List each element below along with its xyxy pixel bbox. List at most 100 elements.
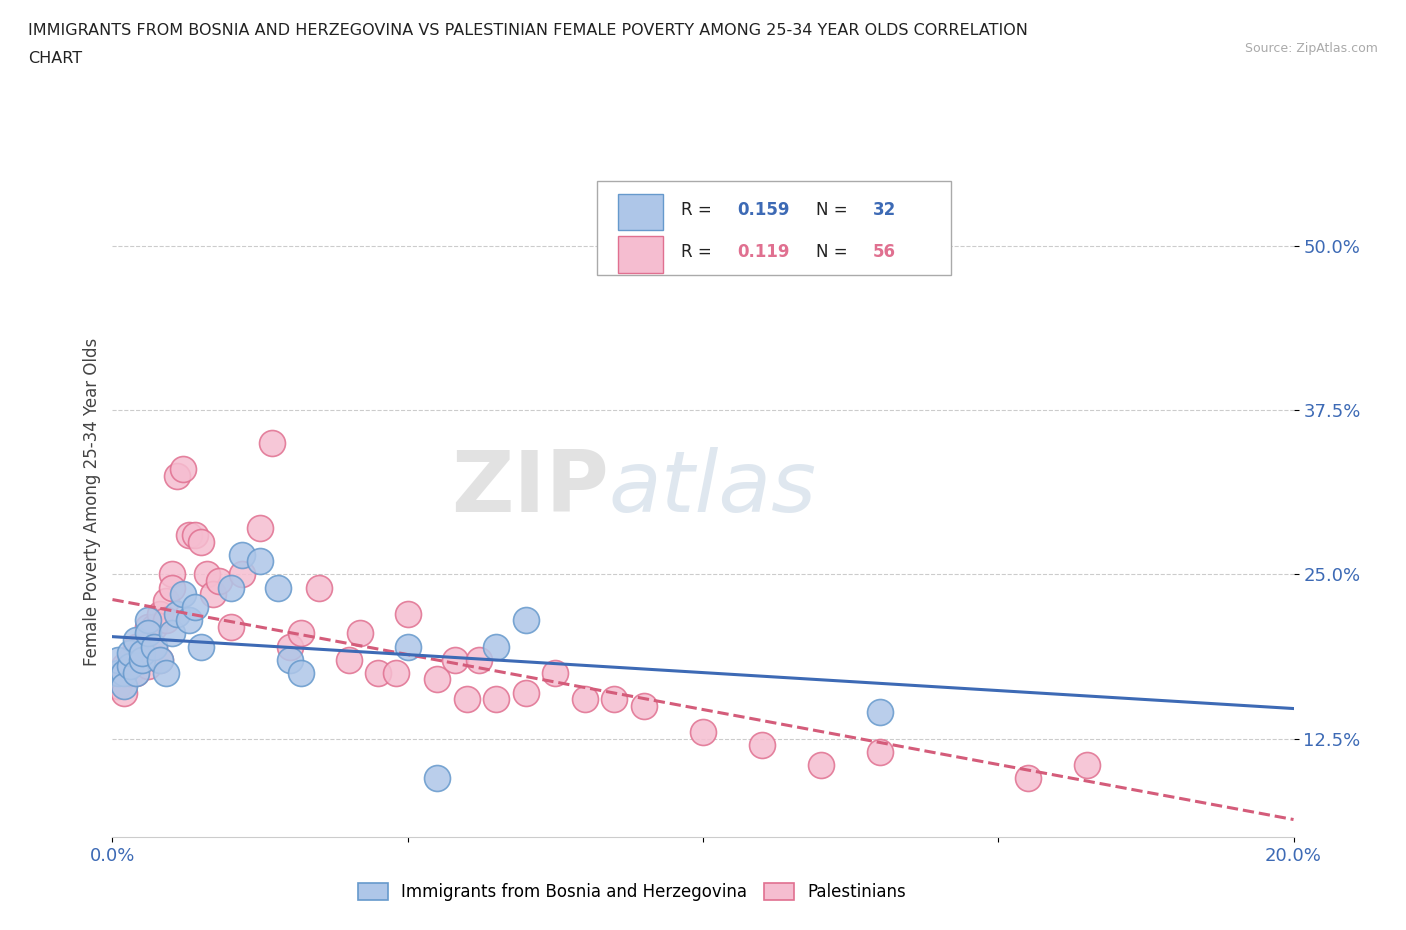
Point bbox=[396, 639, 419, 654]
Point bbox=[208, 574, 231, 589]
Point bbox=[120, 658, 142, 673]
Text: 0.159: 0.159 bbox=[737, 201, 790, 219]
Point bbox=[1017, 770, 1039, 785]
Point bbox=[278, 639, 301, 654]
Point bbox=[112, 685, 135, 700]
Point bbox=[869, 705, 891, 720]
Point bbox=[467, 652, 489, 667]
FancyBboxPatch shape bbox=[596, 180, 950, 274]
Point bbox=[869, 744, 891, 759]
Point bbox=[172, 462, 194, 477]
Point bbox=[190, 534, 212, 549]
Point bbox=[751, 737, 773, 752]
Point bbox=[160, 567, 183, 582]
Text: IMMIGRANTS FROM BOSNIA AND HERZEGOVINA VS PALESTINIAN FEMALE POVERTY AMONG 25-34: IMMIGRANTS FROM BOSNIA AND HERZEGOVINA V… bbox=[28, 23, 1028, 38]
Text: Source: ZipAtlas.com: Source: ZipAtlas.com bbox=[1244, 42, 1378, 55]
Point bbox=[544, 666, 567, 681]
Text: R =: R = bbox=[681, 244, 717, 261]
FancyBboxPatch shape bbox=[619, 193, 662, 231]
Point bbox=[308, 580, 330, 595]
Point bbox=[349, 626, 371, 641]
Point bbox=[267, 580, 290, 595]
Point bbox=[131, 645, 153, 660]
Point bbox=[149, 652, 172, 667]
Point bbox=[179, 527, 201, 542]
Point bbox=[112, 666, 135, 681]
Point bbox=[515, 613, 537, 628]
Point bbox=[179, 613, 201, 628]
Point bbox=[190, 639, 212, 654]
Point bbox=[260, 435, 283, 450]
FancyBboxPatch shape bbox=[619, 235, 662, 272]
Point bbox=[125, 666, 148, 681]
Point bbox=[125, 639, 148, 654]
Point bbox=[219, 580, 242, 595]
Point bbox=[444, 652, 467, 667]
Point bbox=[131, 652, 153, 667]
Point bbox=[155, 613, 177, 628]
Point bbox=[633, 698, 655, 713]
Point bbox=[125, 632, 148, 647]
Point bbox=[160, 580, 183, 595]
Point bbox=[290, 666, 312, 681]
Point bbox=[184, 600, 207, 615]
Point bbox=[136, 613, 159, 628]
Text: atlas: atlas bbox=[609, 447, 817, 530]
Text: 32: 32 bbox=[873, 201, 896, 219]
Point bbox=[195, 567, 218, 582]
Point bbox=[219, 619, 242, 634]
Point bbox=[1076, 757, 1098, 772]
Point bbox=[112, 679, 135, 694]
Point bbox=[231, 567, 253, 582]
Point bbox=[278, 652, 301, 667]
Point bbox=[112, 658, 135, 673]
Point bbox=[131, 652, 153, 667]
Point bbox=[155, 666, 177, 681]
Point bbox=[603, 692, 626, 707]
Y-axis label: Female Poverty Among 25-34 Year Olds: Female Poverty Among 25-34 Year Olds bbox=[83, 339, 101, 666]
Point bbox=[166, 469, 188, 484]
Point bbox=[107, 672, 129, 687]
Point bbox=[456, 692, 478, 707]
Point bbox=[810, 757, 832, 772]
Point bbox=[485, 692, 508, 707]
Point bbox=[249, 521, 271, 536]
Point bbox=[149, 606, 172, 621]
Text: 56: 56 bbox=[873, 244, 896, 261]
Point bbox=[120, 666, 142, 681]
Point bbox=[201, 587, 224, 602]
Point bbox=[142, 619, 165, 634]
Point bbox=[136, 626, 159, 641]
Point bbox=[155, 593, 177, 608]
Point bbox=[692, 724, 714, 739]
Point bbox=[107, 679, 129, 694]
Text: N =: N = bbox=[817, 201, 853, 219]
Point bbox=[574, 692, 596, 707]
Point bbox=[290, 626, 312, 641]
Point bbox=[231, 547, 253, 562]
Point bbox=[107, 666, 129, 681]
Point bbox=[149, 652, 172, 667]
Point bbox=[385, 666, 408, 681]
Point bbox=[396, 606, 419, 621]
Point bbox=[142, 639, 165, 654]
Point bbox=[172, 587, 194, 602]
Point bbox=[367, 666, 389, 681]
Point bbox=[107, 652, 129, 667]
Text: ZIP: ZIP bbox=[451, 447, 609, 530]
Point bbox=[136, 619, 159, 634]
Point bbox=[120, 652, 142, 667]
Point bbox=[142, 639, 165, 654]
Point bbox=[125, 666, 148, 681]
Point bbox=[249, 554, 271, 569]
Point bbox=[160, 626, 183, 641]
Text: CHART: CHART bbox=[28, 51, 82, 66]
Point bbox=[131, 639, 153, 654]
Text: R =: R = bbox=[681, 201, 717, 219]
Point bbox=[515, 685, 537, 700]
Point bbox=[426, 770, 449, 785]
Point bbox=[120, 645, 142, 660]
Point bbox=[485, 639, 508, 654]
Point bbox=[166, 606, 188, 621]
Point bbox=[337, 652, 360, 667]
